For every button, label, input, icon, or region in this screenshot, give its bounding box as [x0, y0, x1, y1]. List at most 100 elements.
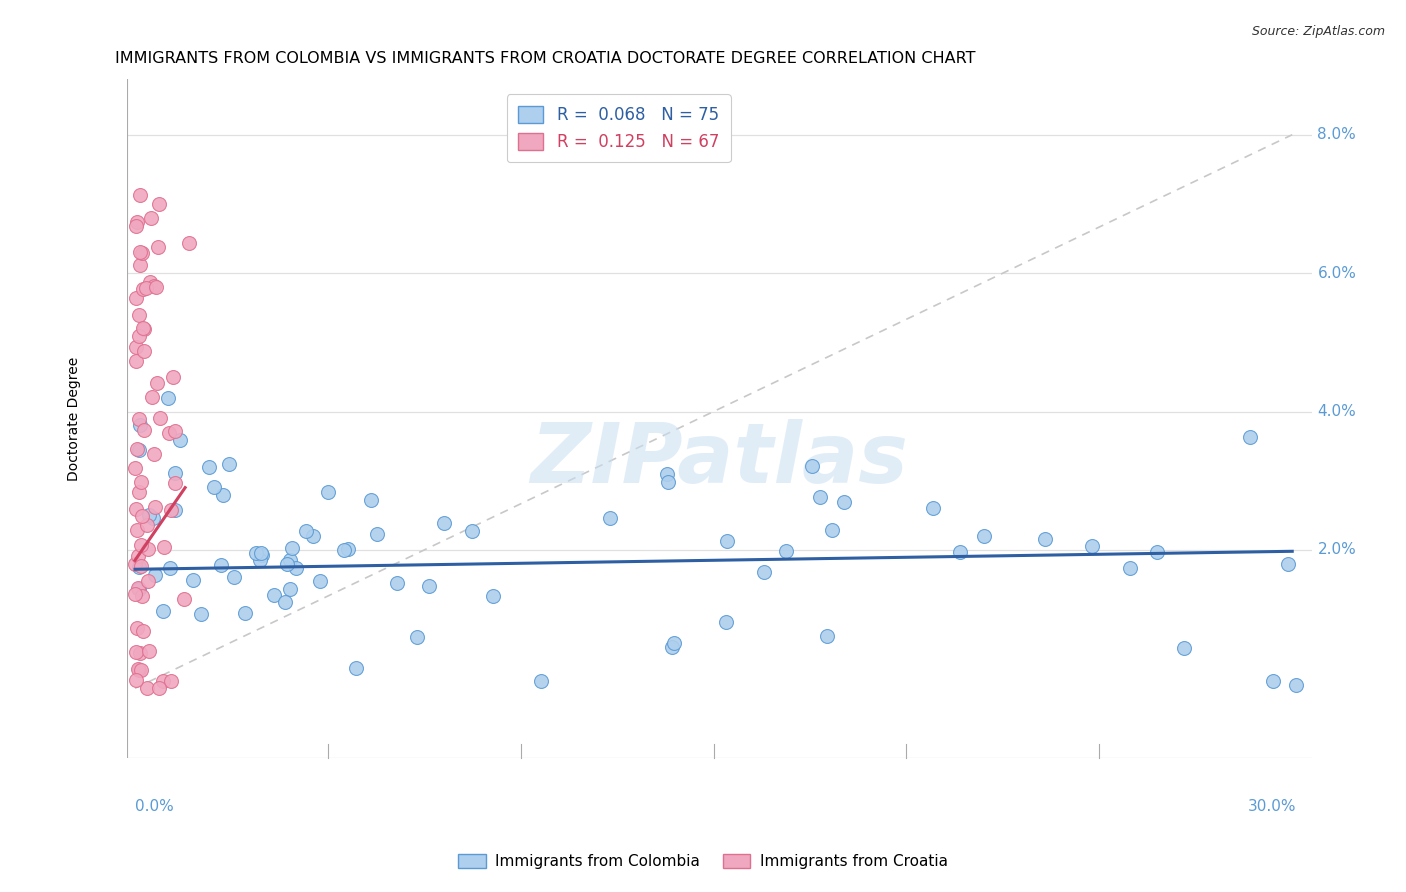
- Point: [149, 411, 172, 425]
- Point: [157, 425, 180, 440]
- Text: 2.0%: 2.0%: [1317, 542, 1357, 558]
- Point: [135, 281, 157, 295]
- Point: [142, 511, 165, 525]
- Point: [141, 390, 163, 404]
- Point: [169, 433, 191, 447]
- Point: [285, 560, 308, 574]
- Point: [131, 245, 153, 260]
- Point: [752, 565, 775, 579]
- Point: [973, 529, 995, 543]
- Point: [808, 491, 831, 505]
- Point: [135, 518, 157, 533]
- Text: 0.0%: 0.0%: [135, 799, 174, 814]
- Point: [159, 561, 181, 575]
- Point: [294, 524, 316, 538]
- Point: [128, 560, 150, 574]
- Point: [461, 524, 484, 538]
- Point: [127, 662, 149, 676]
- Point: [153, 540, 176, 554]
- Point: [218, 457, 240, 471]
- Point: [136, 574, 159, 589]
- Text: 4.0%: 4.0%: [1317, 404, 1357, 419]
- Point: [124, 557, 146, 571]
- Point: [530, 674, 553, 689]
- Point: [278, 553, 301, 567]
- Legend: Immigrants from Colombia, Immigrants from Croatia: Immigrants from Colombia, Immigrants fro…: [453, 848, 953, 875]
- Point: [152, 604, 174, 618]
- Point: [131, 589, 153, 603]
- Point: [162, 370, 184, 384]
- Point: [138, 644, 160, 658]
- Point: [128, 412, 150, 426]
- Point: [124, 292, 146, 306]
- Point: [190, 607, 212, 622]
- Point: [775, 543, 797, 558]
- Point: [173, 592, 195, 607]
- Point: [661, 640, 683, 655]
- Point: [202, 480, 225, 494]
- Point: [1277, 557, 1299, 571]
- Point: [418, 579, 440, 593]
- Point: [302, 529, 325, 543]
- Point: [1285, 678, 1308, 692]
- Point: [309, 574, 332, 588]
- Point: [1119, 561, 1142, 575]
- Point: [129, 558, 152, 573]
- Point: [143, 447, 166, 461]
- Point: [136, 541, 159, 556]
- Point: [209, 558, 232, 573]
- Point: [406, 630, 429, 644]
- Point: [1173, 641, 1195, 656]
- Point: [832, 494, 855, 508]
- Point: [1033, 532, 1056, 546]
- Text: 30.0%: 30.0%: [1247, 799, 1296, 814]
- Text: Source: ZipAtlas.com: Source: ZipAtlas.com: [1251, 25, 1385, 38]
- Point: [138, 275, 160, 289]
- Point: [263, 588, 285, 602]
- Point: [127, 215, 149, 229]
- Legend: R =  0.068   N = 75, R =  0.125   N = 67: R = 0.068 N = 75, R = 0.125 N = 67: [506, 95, 731, 162]
- Point: [159, 502, 181, 516]
- Point: [163, 424, 186, 438]
- Point: [141, 211, 163, 225]
- Point: [152, 674, 174, 689]
- Point: [482, 589, 505, 603]
- Point: [281, 541, 304, 555]
- Point: [129, 258, 152, 272]
- Point: [922, 501, 945, 516]
- Point: [146, 376, 169, 390]
- Point: [815, 629, 838, 643]
- Point: [127, 581, 149, 595]
- Point: [129, 245, 152, 260]
- Point: [165, 502, 187, 516]
- Point: [143, 500, 166, 514]
- Point: [801, 458, 824, 473]
- Point: [274, 595, 297, 609]
- Point: [125, 442, 148, 456]
- Point: [657, 475, 679, 489]
- Point: [127, 549, 149, 563]
- Text: 6.0%: 6.0%: [1317, 266, 1357, 281]
- Point: [131, 509, 153, 524]
- Point: [129, 537, 152, 551]
- Point: [127, 621, 149, 635]
- Point: [276, 558, 298, 572]
- Point: [250, 546, 273, 560]
- Point: [125, 501, 148, 516]
- Point: [177, 236, 200, 251]
- Point: [233, 606, 256, 620]
- Point: [316, 484, 339, 499]
- Point: [124, 673, 146, 687]
- Point: [714, 615, 737, 630]
- Point: [124, 460, 146, 475]
- Point: [132, 322, 155, 336]
- Point: [148, 681, 170, 696]
- Point: [128, 484, 150, 499]
- Text: IMMIGRANTS FROM COLOMBIA VS IMMIGRANTS FROM CROATIA DOCTORATE DEGREE CORRELATION: IMMIGRANTS FROM COLOMBIA VS IMMIGRANTS F…: [115, 51, 976, 66]
- Point: [1261, 674, 1284, 689]
- Point: [128, 418, 150, 433]
- Point: [821, 523, 844, 537]
- Point: [143, 279, 166, 293]
- Point: [1080, 540, 1102, 554]
- Point: [145, 280, 167, 294]
